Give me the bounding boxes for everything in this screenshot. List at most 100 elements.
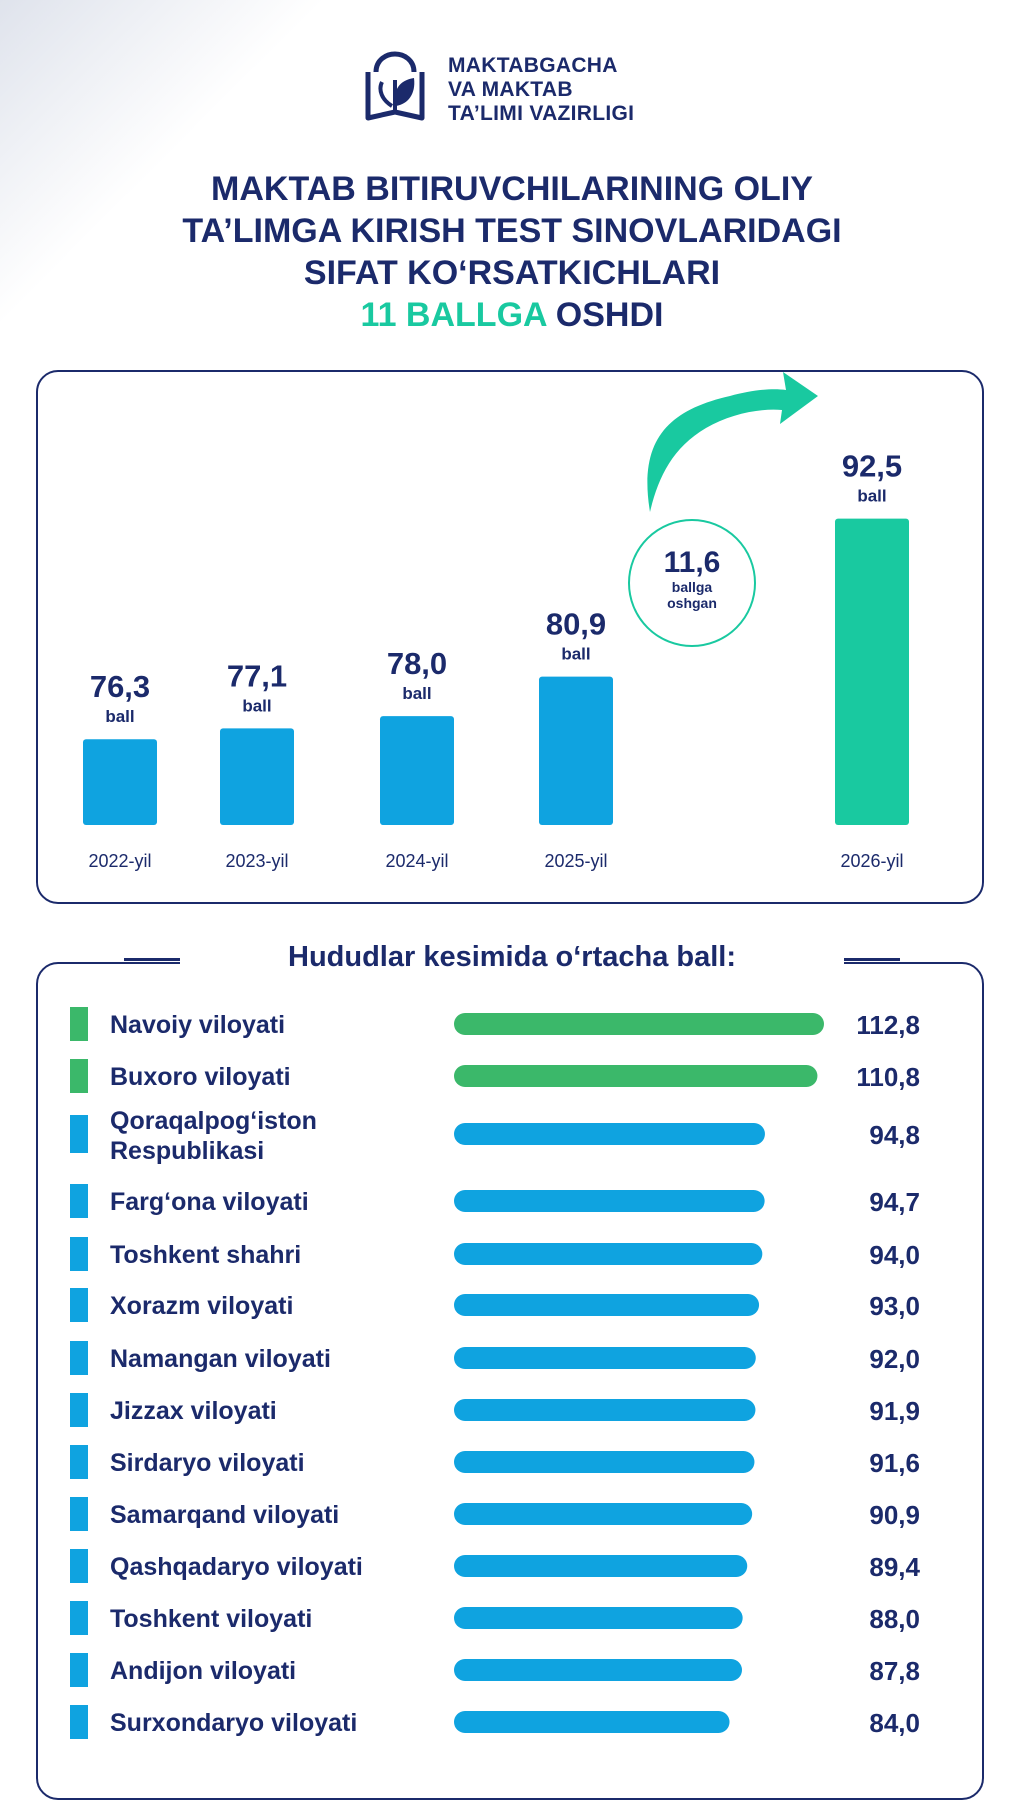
title-line-1: MAKTAB BITIRUVCHILARINING OLIY [211,170,813,208]
bar-unit-label: ball [105,707,134,726]
row-marker [70,1393,88,1427]
region-value-label: 92,0 [869,1344,920,1374]
region-bar [454,1451,755,1473]
region-name: Sirdaryo viloyati [110,1449,305,1477]
bar-unit-label: ball [561,645,590,664]
region-bar [454,1294,760,1316]
year-tick-label: 2024-yil [385,851,448,871]
bar-2026-yil [835,518,909,825]
bar-unit-label: ball [402,684,431,703]
region-name: Namangan viloyati [110,1345,331,1373]
row-marker [70,1445,88,1479]
increase-callout: 11,6 ballga oshgan [628,519,756,647]
row-marker [70,1341,88,1375]
region-bar [454,1503,753,1525]
row-marker [70,1601,88,1635]
year-tick-label: 2022-yil [88,851,151,871]
year-tick-label: 2026-yil [840,851,903,871]
curved-arrow-icon [647,372,818,512]
year-tick-label: 2023-yil [225,851,288,871]
bar-value-label: 80,9 [546,607,606,642]
increase-label-2: oshgan [667,595,717,611]
region-value-label: 84,0 [869,1708,920,1738]
title-line-4: 11 BALLGA OSHDI [62,294,962,336]
region-value-label: 91,6 [869,1448,920,1478]
row-marker [70,1549,88,1583]
region-name-line-2: Respublikasi [110,1137,264,1165]
region-value-label: 94,8 [869,1120,920,1150]
bar-value-label: 78,0 [387,646,447,681]
row-marker [70,1115,88,1153]
increase-label-1: ballga [671,579,713,595]
region-bar [454,1399,756,1421]
regional-chart-title: Hududlar kesimida o‘rtacha ball: [180,935,844,979]
region-bar [454,1607,743,1629]
row-marker [70,1705,88,1739]
region-bar [454,1123,765,1145]
region-value-label: 94,7 [869,1187,920,1217]
bar-unit-label: ball [242,696,271,715]
region-value-label: 91,9 [869,1396,920,1426]
region-value-label: 87,8 [869,1656,920,1686]
region-bar [454,1711,730,1733]
region-name: Xorazm viloyati [110,1292,293,1320]
row-marker [70,1497,88,1531]
region-name: Qashqadaryo viloyati [110,1553,363,1581]
title-line-3: SIFAT KO‘RSATKICHLARI [303,254,721,292]
region-name: Toshkent viloyati [110,1605,312,1633]
title-highlight: 11 BALLGA [360,296,547,334]
region-bar [454,1659,742,1681]
bar-2025-yil [539,676,613,825]
row-marker [70,1288,88,1322]
region-bar [454,1347,756,1369]
region-value-label: 90,9 [869,1500,920,1530]
year-tick-label: 2025-yil [544,851,607,871]
region-name: Jizzax viloyati [110,1397,277,1425]
region-name: Buxoro viloyati [110,1063,291,1091]
region-bar [454,1065,818,1087]
increase-value: 11,6 [663,546,721,579]
row-marker [70,1007,88,1041]
logo-line-1: MAKTABGACHA [448,54,618,77]
bar-value-label: 92,5 [842,449,902,484]
region-value-label: 110,8 [856,1062,920,1092]
yearly-bar-chart: 76,3 ball 2022-yil 77,1 ball 2023-yil 78,0 ball… [83,372,909,871]
bar-2022-yil [83,739,157,825]
row-marker [70,1184,88,1218]
logo-line-3: TA’LIMI VAZIRLIGI [448,102,635,125]
row-marker [70,1059,88,1093]
region-name: Andijon viloyati [110,1657,296,1685]
ministry-logo: MAKTABGACHA VA MAKTAB TA’LIMI VAZIRLIGI [352,44,672,132]
region-value-label: 88,0 [869,1604,920,1634]
heading-rule-right [842,958,900,961]
row-marker [70,1237,88,1271]
region-value-label: 93,0 [869,1291,920,1321]
region-bar [454,1555,748,1577]
logo-line-2: VA MAKTAB [448,78,573,101]
yearly-chart-card [36,370,984,904]
region-bar [454,1013,824,1035]
bar-2023-yil [220,728,294,825]
region-name: Surxondaryo viloyati [110,1709,357,1737]
bar-2024-yil [380,716,454,825]
row-marker [70,1653,88,1687]
region-name-line-1: Qoraqalpog‘iston [110,1107,317,1135]
region-name: Navoiy viloyati [110,1011,285,1039]
book-leaf-icon [365,51,425,121]
region-name: Toshkent shahri [110,1241,301,1269]
region-value-label: 94,0 [869,1240,920,1270]
title-line-2: TA’LIMGA KIRISH TEST SINOVLARIDAGI [182,212,842,250]
bar-value-label: 77,1 [227,658,287,693]
page-title: MAKTAB BITIRUVCHILARINING OLIY TA’LIMGA … [62,168,962,336]
region-bar [454,1190,765,1212]
bar-unit-label: ball [857,487,886,506]
region-value-label: 112,8 [856,1010,920,1040]
region-value-label: 89,4 [869,1552,920,1582]
region-name: Samarqand viloyati [110,1501,339,1529]
heading-rule-left [124,958,182,961]
bar-value-label: 76,3 [90,669,150,704]
title-rest: OSHDI [546,296,664,334]
region-bar [454,1243,763,1265]
region-name: Farg‘ona viloyati [110,1188,309,1216]
